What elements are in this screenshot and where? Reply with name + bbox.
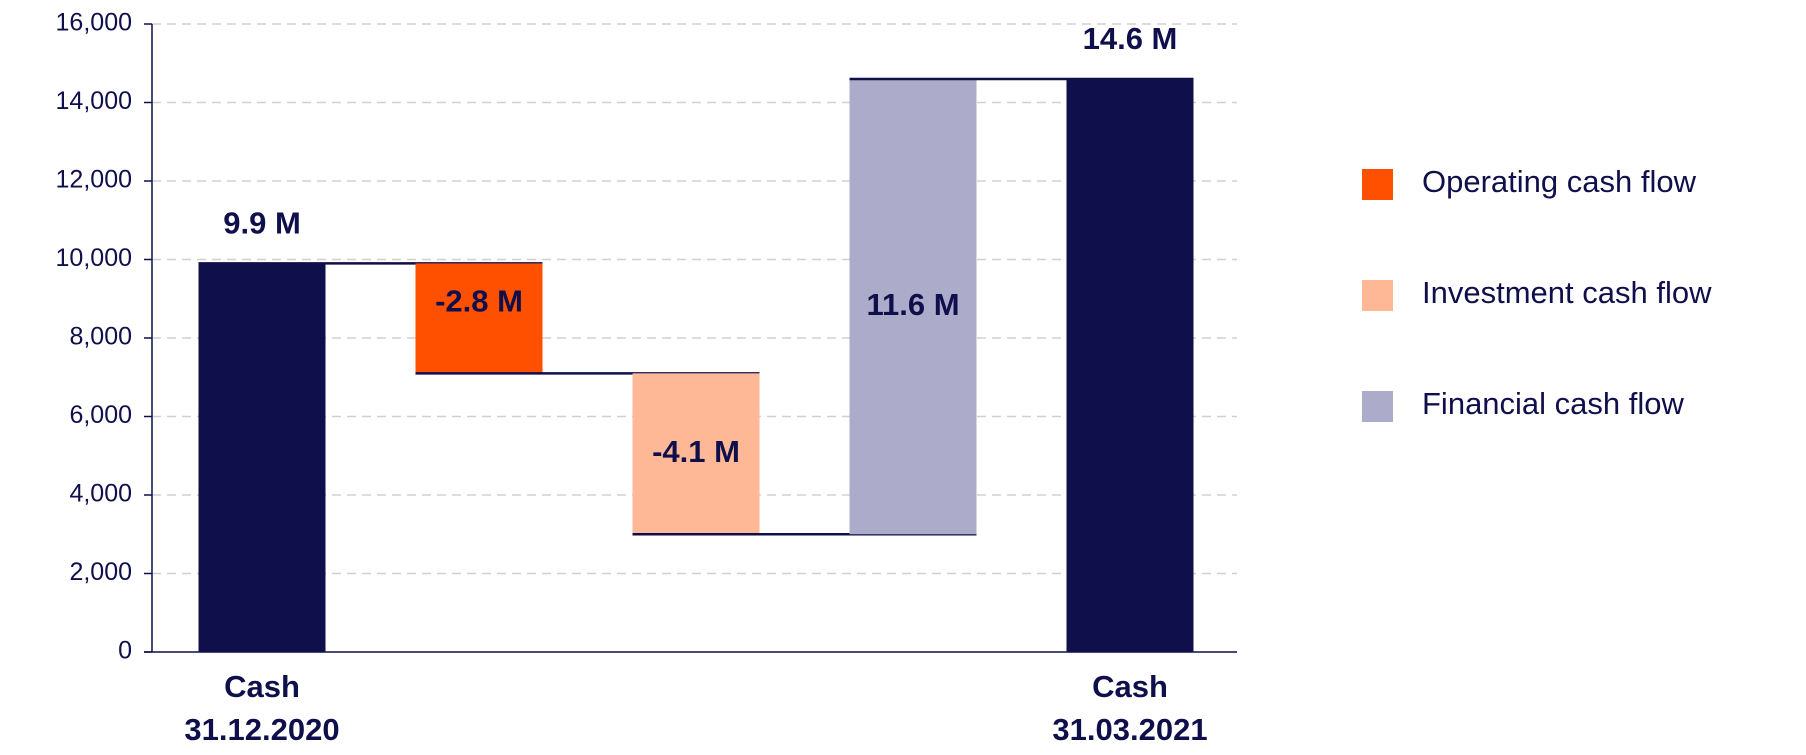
y-tick-label: 12,000 xyxy=(56,166,132,194)
legend-swatch xyxy=(1362,391,1393,422)
value-label: -4.1 M xyxy=(652,434,740,469)
legend-swatch xyxy=(1362,169,1393,200)
legend-label: Operating cash flow xyxy=(1422,164,1697,199)
bar xyxy=(849,78,977,535)
x-tick-label: 31.03.2021 xyxy=(1052,712,1207,747)
y-tick-label: 8,000 xyxy=(69,323,132,351)
y-tick-label: 6,000 xyxy=(69,401,132,429)
y-tick-label: 14,000 xyxy=(56,87,132,115)
bar xyxy=(1066,78,1194,652)
legend-label: Investment cash flow xyxy=(1422,275,1712,310)
x-tick-label: Cash xyxy=(1092,669,1168,704)
legend-label: Financial cash flow xyxy=(1422,386,1685,421)
bar xyxy=(415,263,543,374)
bar xyxy=(632,373,760,535)
x-tick-label: 31.12.2020 xyxy=(184,712,339,747)
legend-swatch xyxy=(1362,280,1393,311)
y-tick-label: 10,000 xyxy=(56,244,132,272)
value-label: -2.8 M xyxy=(435,284,523,319)
y-tick-label: 4,000 xyxy=(69,480,132,508)
x-tick-label: Cash xyxy=(224,669,300,704)
y-tick-label: 2,000 xyxy=(69,558,132,586)
value-label: 14.6 M xyxy=(1083,21,1178,56)
y-tick-label: 16,000 xyxy=(56,9,132,37)
y-tick-label: 0 xyxy=(118,637,132,665)
value-label: 9.9 M xyxy=(223,206,301,241)
bar xyxy=(198,263,326,652)
value-label: 11.6 M xyxy=(866,287,959,322)
